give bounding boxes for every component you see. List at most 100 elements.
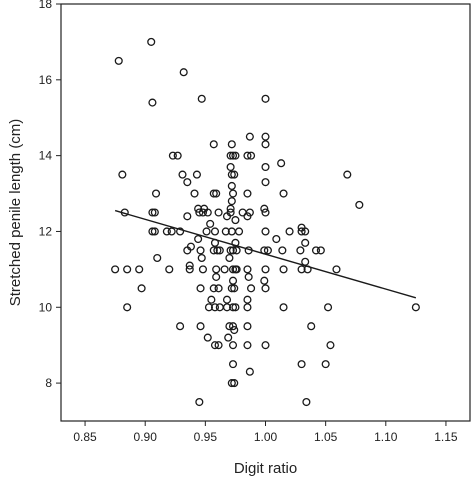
data-point <box>222 212 232 221</box>
data-point <box>185 265 194 274</box>
data-point <box>261 341 270 350</box>
data-point <box>277 159 286 168</box>
data-point <box>411 303 420 312</box>
data-point <box>231 303 240 312</box>
data-point <box>123 265 132 274</box>
data-point <box>227 170 236 179</box>
x-tick-label: 0.90 <box>134 430 158 444</box>
data-point <box>183 246 192 255</box>
data-point <box>227 140 236 149</box>
x-tick-label: 0.85 <box>73 430 97 444</box>
data-point <box>324 303 333 312</box>
data-point <box>261 140 270 149</box>
data-point <box>228 151 238 160</box>
data-point <box>194 234 203 244</box>
data-point <box>230 284 239 293</box>
y-tick-label: 14 <box>39 149 53 163</box>
data-point <box>179 68 188 77</box>
data-point <box>244 272 253 281</box>
data-point <box>210 341 220 350</box>
data-point <box>210 227 220 236</box>
data-point <box>153 253 162 263</box>
data-point <box>260 276 269 285</box>
data-point <box>196 284 205 293</box>
data-point <box>228 303 238 312</box>
data-point <box>228 341 238 350</box>
data-point <box>247 284 256 293</box>
data-point <box>225 253 234 263</box>
data-point <box>321 360 330 369</box>
data-point <box>167 227 176 236</box>
data-point <box>150 227 159 236</box>
data-point <box>279 265 288 274</box>
trend-line-group <box>114 209 417 299</box>
data-point <box>183 178 192 187</box>
data-point <box>297 360 306 369</box>
data-point <box>227 379 236 388</box>
data-point <box>197 253 206 263</box>
data-point <box>297 265 306 274</box>
data-point <box>228 189 238 198</box>
data-point <box>245 132 254 141</box>
data-point <box>228 246 238 255</box>
data-points <box>111 37 420 407</box>
y-tick-label: 16 <box>39 73 53 87</box>
x-tick-label: 1.00 <box>254 430 278 444</box>
data-point <box>192 170 201 179</box>
data-point <box>178 170 187 179</box>
data-point <box>228 265 238 274</box>
data-point <box>261 227 270 236</box>
x-tick-label: 1.05 <box>314 430 338 444</box>
data-point <box>326 341 335 350</box>
data-point <box>185 261 194 270</box>
data-point <box>243 303 252 312</box>
x-tick-label: 0.95 <box>194 430 218 444</box>
data-point <box>332 265 341 274</box>
data-point <box>210 303 220 312</box>
x-axis-label: Digit ratio <box>234 460 297 477</box>
data-point <box>285 227 294 236</box>
data-point <box>311 246 321 255</box>
data-point <box>261 178 270 187</box>
data-point <box>215 303 224 312</box>
data-point <box>261 162 270 172</box>
data-point <box>221 227 230 236</box>
data-point <box>150 208 159 217</box>
data-point <box>278 246 287 255</box>
data-point <box>209 189 218 198</box>
data-point <box>231 216 240 225</box>
data-point <box>261 284 270 293</box>
y-tick-label: 10 <box>39 300 53 314</box>
data-point <box>148 208 157 217</box>
data-point <box>165 265 174 274</box>
data-point <box>203 333 212 342</box>
data-point <box>231 151 240 160</box>
data-point <box>231 238 240 247</box>
data-point <box>226 151 235 160</box>
data-point <box>196 322 205 331</box>
data-point <box>343 170 352 179</box>
x-tick-label: 1.10 <box>374 430 398 444</box>
data-point <box>272 234 281 244</box>
data-point <box>173 151 182 160</box>
data-point <box>316 246 325 255</box>
data-point <box>297 227 306 236</box>
data-point <box>118 170 127 179</box>
data-point <box>355 200 364 209</box>
data-point <box>198 208 207 217</box>
data-point <box>260 204 269 213</box>
y-axis-label: Stretched penile length (cm) <box>7 119 24 307</box>
data-point <box>243 151 252 160</box>
data-point <box>226 162 235 172</box>
data-point <box>234 227 244 236</box>
data-point <box>214 208 223 217</box>
data-point <box>261 265 270 274</box>
data-point <box>209 140 218 149</box>
x-tick-label: 1.15 <box>434 430 458 444</box>
data-point <box>148 98 157 107</box>
trend-line <box>114 209 417 299</box>
data-point <box>220 265 229 274</box>
data-point <box>245 367 254 376</box>
data-point <box>243 189 252 198</box>
data-point <box>261 94 270 103</box>
